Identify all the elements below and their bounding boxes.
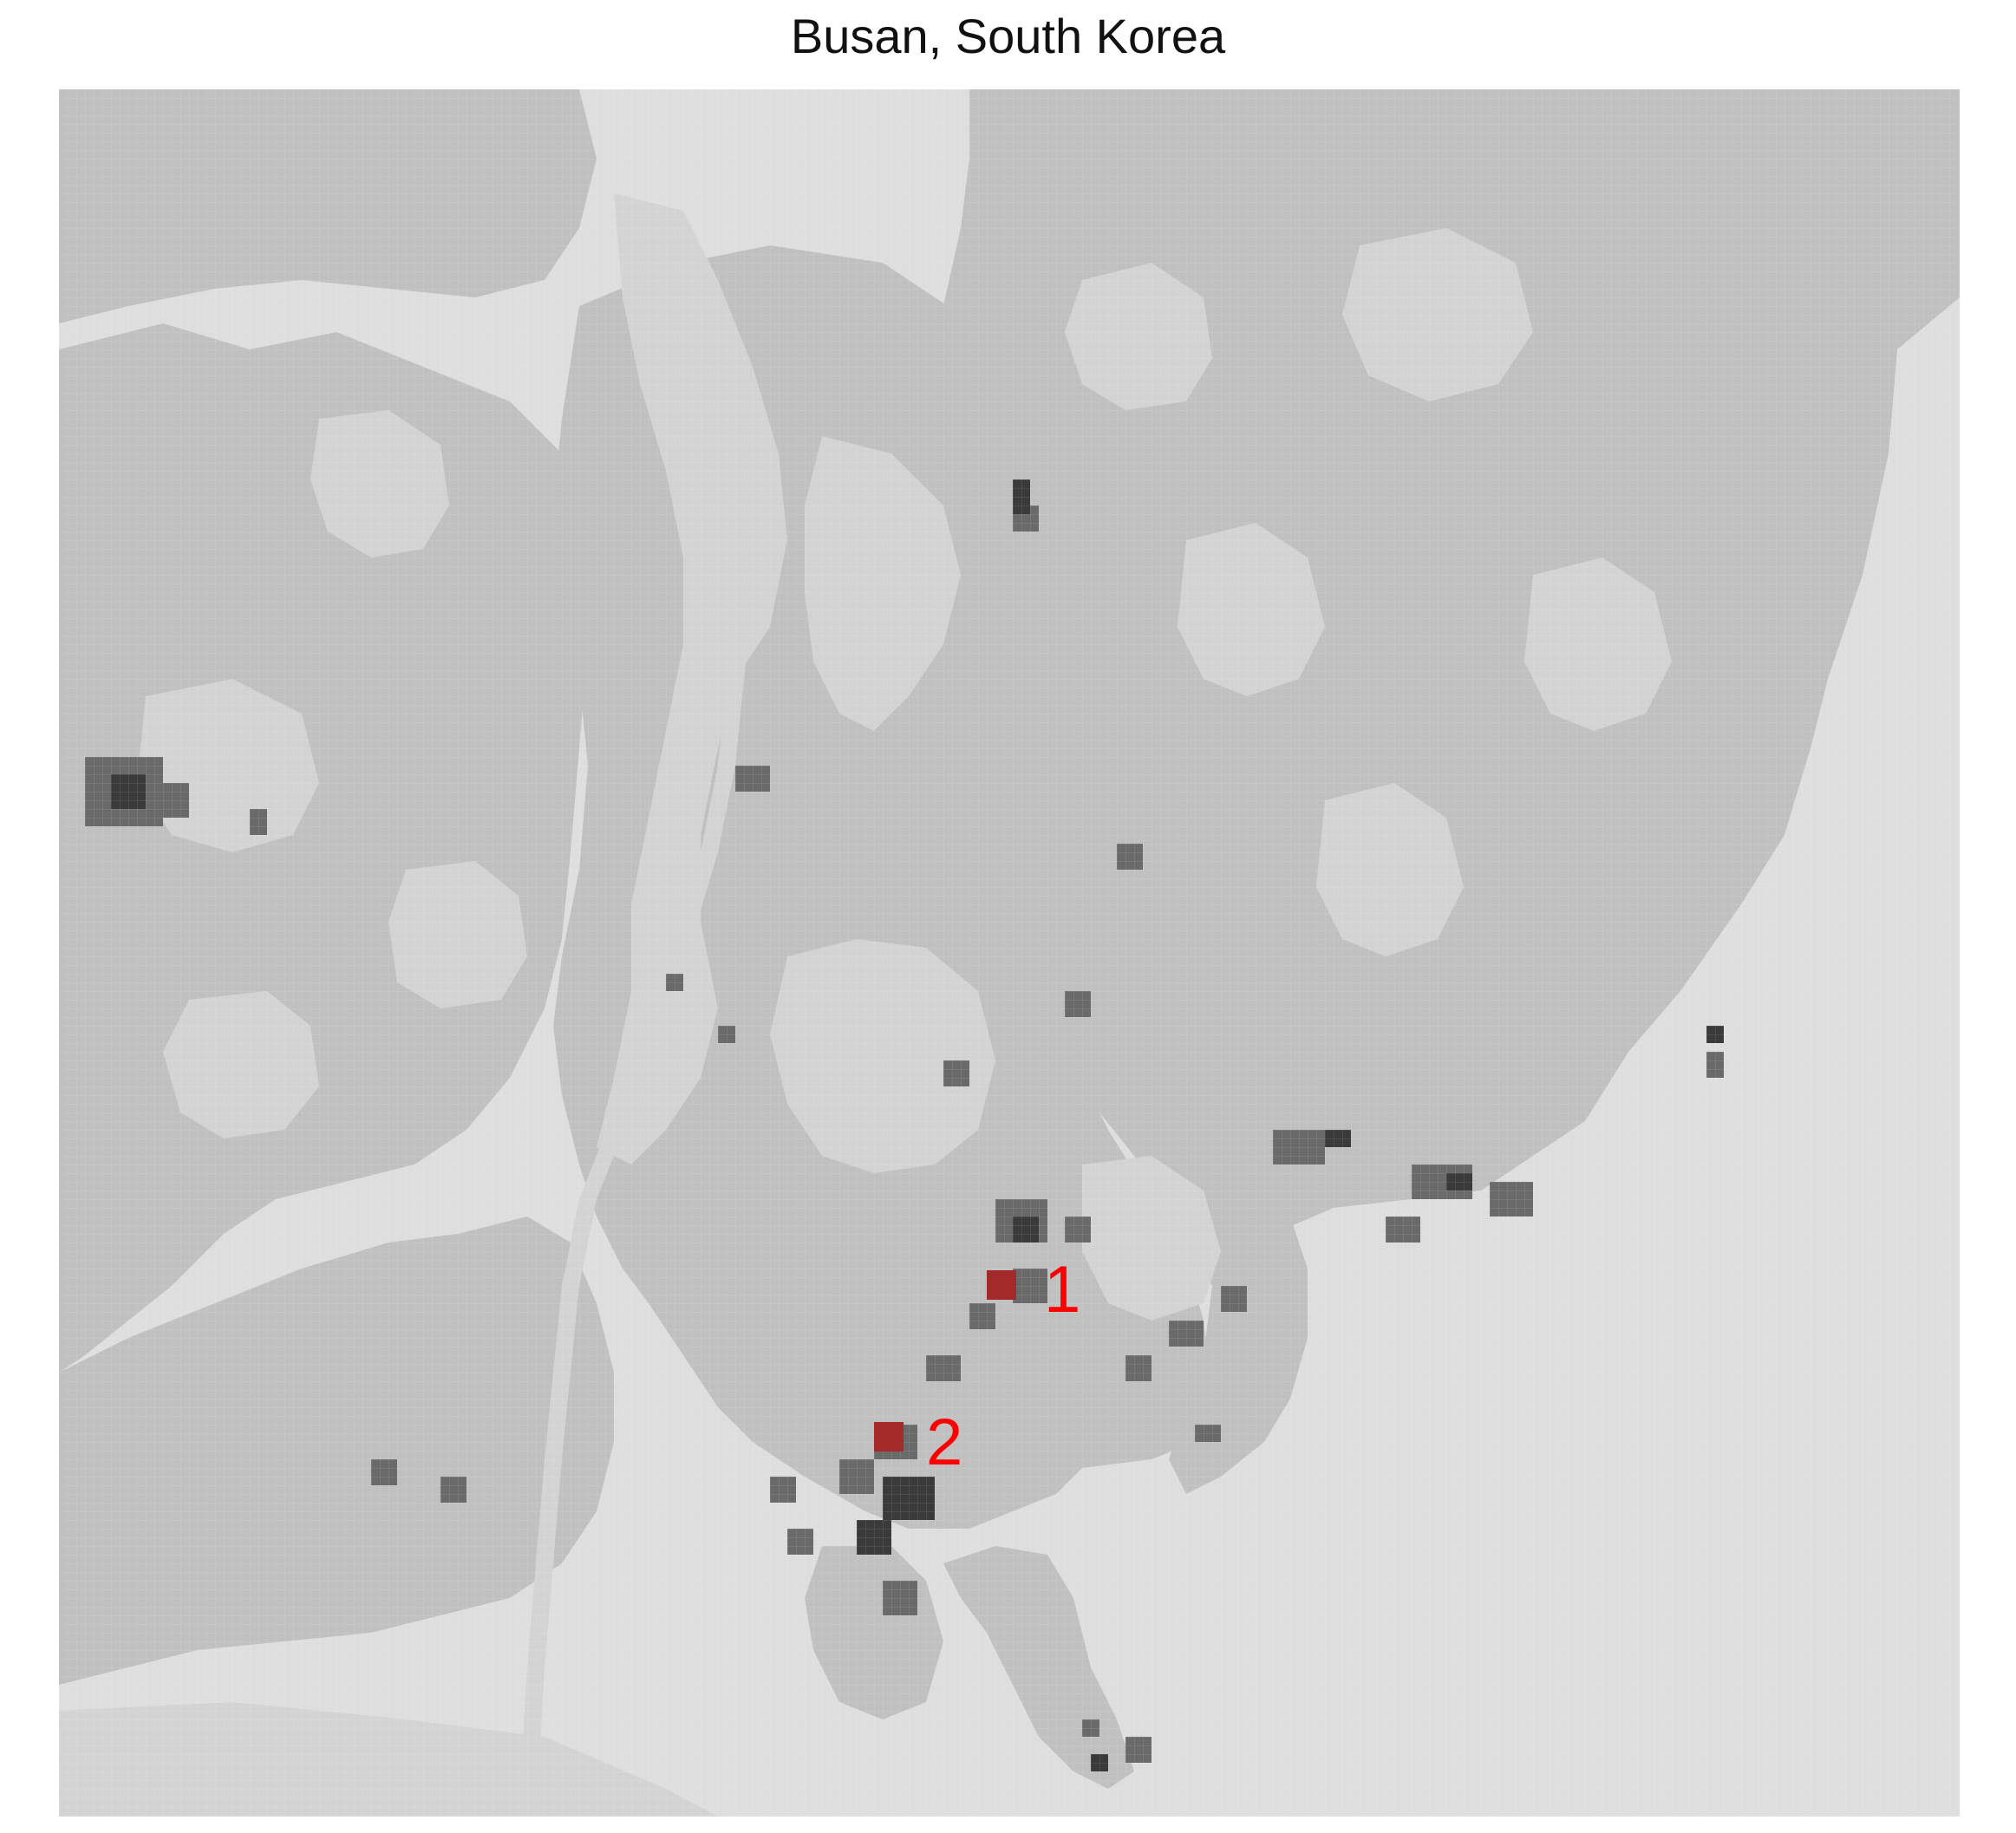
map-svg: 1 2 <box>59 89 1960 1817</box>
map-title: Busan, South Korea <box>790 9 1226 63</box>
marker-1[interactable]: 1 <box>987 1253 1080 1327</box>
marker-2-square[interactable] <box>874 1422 904 1451</box>
marker-1-square[interactable] <box>987 1270 1016 1300</box>
raster-grid <box>59 89 1960 1817</box>
map-canvas[interactable]: 1 2 <box>59 89 1960 1817</box>
marker-2[interactable]: 2 <box>874 1406 962 1479</box>
marker-2-label: 2 <box>926 1406 962 1479</box>
marker-1-label: 1 <box>1044 1253 1080 1327</box>
